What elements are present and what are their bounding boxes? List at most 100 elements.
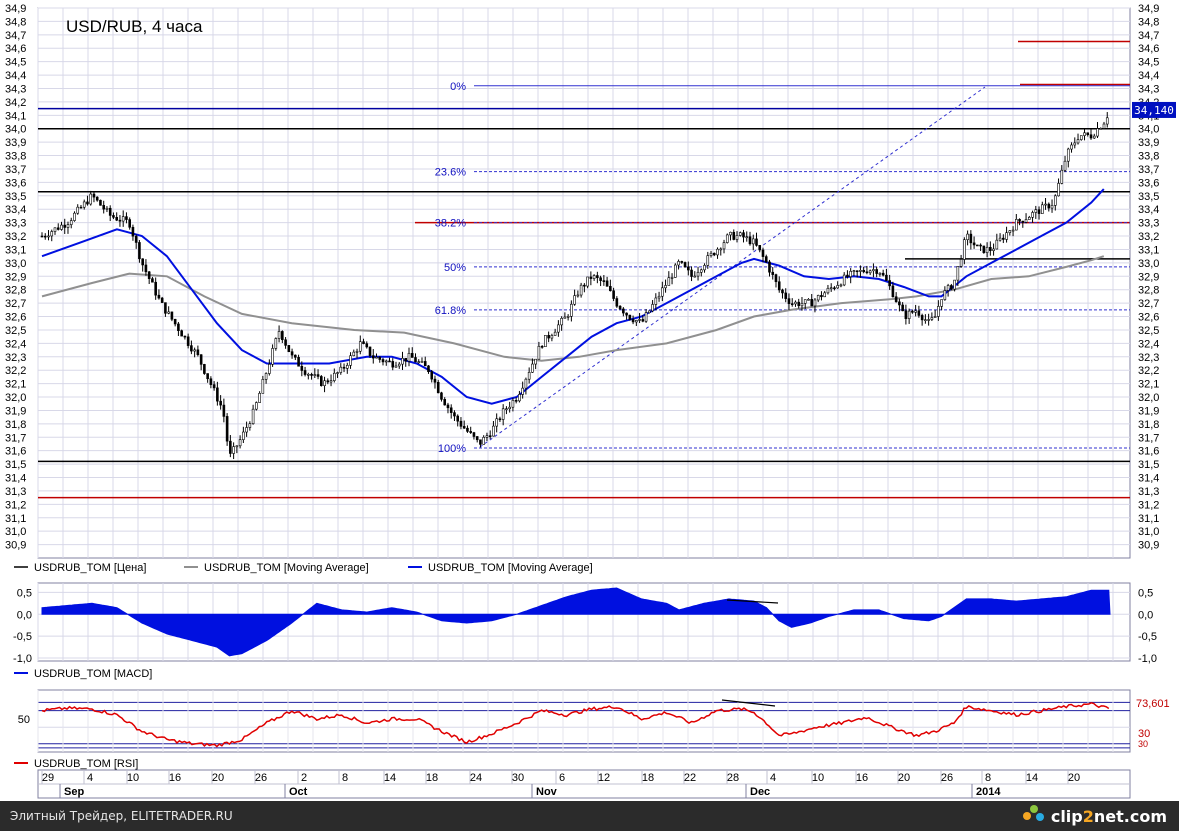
candle-body bbox=[872, 269, 875, 272]
legend-ma-fast: USDRUB_TOM [Moving Average] bbox=[428, 562, 593, 574]
candle-body bbox=[1002, 237, 1005, 240]
candle-body bbox=[219, 400, 222, 406]
candle-body bbox=[820, 295, 823, 298]
x-day-tick: 10 bbox=[812, 772, 824, 784]
macd-tick-left: -1,0 bbox=[13, 653, 32, 665]
y-tick-right: 32,5 bbox=[1138, 325, 1159, 337]
candle-body bbox=[943, 290, 947, 300]
candle-body bbox=[579, 284, 583, 296]
macd-tick-right: 0,5 bbox=[1138, 587, 1153, 599]
candle-body bbox=[631, 319, 635, 323]
x-day-tick: 26 bbox=[255, 772, 267, 784]
y-tick-left: 32,1 bbox=[5, 379, 26, 391]
candle-body bbox=[914, 310, 917, 313]
usd-rub-chart: 0%23.6%38.2%50%61.8%100% 34,934,834,734,… bbox=[5, 3, 1176, 799]
y-tick-left: 33,2 bbox=[5, 231, 26, 243]
x-day-tick: 22 bbox=[684, 772, 696, 784]
candle-body bbox=[329, 380, 333, 383]
candle-body bbox=[758, 245, 762, 251]
y-tick-right: 31,3 bbox=[1138, 486, 1159, 498]
candle-body bbox=[121, 216, 125, 222]
y-tick-left: 30,9 bbox=[5, 540, 26, 552]
candle-body bbox=[807, 299, 810, 301]
y-tick-left: 32,4 bbox=[5, 338, 26, 350]
candle-body bbox=[612, 290, 615, 299]
candle-body bbox=[440, 392, 443, 400]
x-month-label: Oct bbox=[289, 786, 308, 798]
y-tick-left: 32,6 bbox=[5, 312, 26, 324]
candle-body bbox=[995, 239, 999, 250]
candle-body bbox=[1076, 139, 1080, 144]
candle-body bbox=[833, 287, 836, 290]
candle-body bbox=[300, 365, 304, 371]
candle-body bbox=[904, 310, 908, 319]
y-tick-right: 34,9 bbox=[1138, 3, 1159, 15]
candle-body bbox=[661, 287, 664, 297]
y-tick-right: 32,8 bbox=[1138, 285, 1159, 297]
candle-body bbox=[628, 314, 632, 320]
candle-body bbox=[264, 373, 268, 380]
candle-body bbox=[550, 335, 554, 339]
logo-dots-icon bbox=[1022, 805, 1045, 827]
candle-body bbox=[105, 207, 109, 210]
y-tick-left: 32,9 bbox=[5, 271, 26, 283]
candle-body bbox=[401, 357, 404, 365]
candle-body bbox=[410, 353, 414, 358]
y-tick-left: 31,9 bbox=[5, 405, 26, 417]
candle-body bbox=[345, 365, 349, 369]
candle-body bbox=[141, 258, 144, 266]
y-tick-left: 31,2 bbox=[5, 499, 26, 511]
candle-body bbox=[735, 235, 739, 240]
last-price-tag: 34,140 bbox=[1132, 101, 1176, 118]
candle-body bbox=[501, 408, 505, 420]
candle-body bbox=[963, 239, 966, 260]
x-month-label: 2014 bbox=[976, 786, 1001, 798]
candle-body bbox=[362, 341, 365, 344]
y-tick-right: 32,9 bbox=[1138, 271, 1159, 283]
y-tick-left: 34,3 bbox=[5, 83, 26, 95]
candle-body bbox=[826, 287, 830, 294]
candle-body bbox=[953, 279, 956, 290]
candle-body bbox=[875, 269, 878, 274]
candle-body bbox=[216, 387, 219, 402]
y-tick-left: 32,8 bbox=[5, 285, 26, 297]
candle-body bbox=[852, 270, 856, 273]
candle-body bbox=[498, 418, 502, 421]
candle-body bbox=[475, 436, 479, 441]
candle-body bbox=[43, 235, 47, 238]
candle-body bbox=[664, 285, 667, 289]
candle-body bbox=[297, 357, 300, 367]
candle-body bbox=[764, 256, 768, 263]
x-day-tick: 28 bbox=[727, 772, 739, 784]
y-tick-left: 33,8 bbox=[5, 151, 26, 163]
x-day-tick: 12 bbox=[598, 772, 610, 784]
candle-body bbox=[384, 360, 388, 363]
candle-body bbox=[1073, 142, 1077, 146]
x-day-tick: 16 bbox=[169, 772, 181, 784]
candle-body bbox=[989, 246, 992, 251]
candle-body bbox=[670, 277, 674, 279]
candle-body bbox=[813, 299, 817, 307]
logo-text: clip2net.com bbox=[1050, 806, 1167, 826]
candle-body bbox=[225, 416, 229, 442]
candle-body bbox=[485, 435, 489, 438]
candle-body bbox=[816, 295, 820, 301]
candle-body bbox=[842, 274, 846, 286]
candle-body bbox=[404, 357, 408, 362]
y-tick-left: 34,9 bbox=[5, 3, 26, 15]
candle-body bbox=[602, 280, 606, 282]
candle-body bbox=[261, 379, 265, 394]
x-day-tick: 20 bbox=[1068, 772, 1080, 784]
macd-tick-right: -1,0 bbox=[1138, 653, 1157, 665]
y-tick-left: 31,6 bbox=[5, 446, 26, 458]
candle-body bbox=[316, 374, 320, 377]
y-tick-left: 33,5 bbox=[5, 191, 26, 203]
candle-body bbox=[976, 244, 979, 247]
candle-body bbox=[777, 281, 781, 291]
candle-body bbox=[745, 236, 749, 239]
candle-body bbox=[290, 351, 294, 356]
y-tick-left: 31,1 bbox=[5, 513, 26, 525]
candle-body bbox=[1060, 169, 1064, 184]
candle-body bbox=[388, 360, 391, 363]
candle-body bbox=[307, 374, 310, 376]
